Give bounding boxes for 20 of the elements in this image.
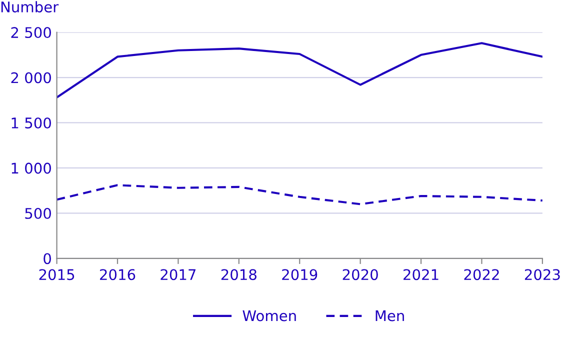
x-tick-label: 2019 xyxy=(282,269,318,280)
y-tick-label: 500 xyxy=(25,208,51,219)
x-tick-label: 2015 xyxy=(39,269,74,280)
x-tick-label: 2018 xyxy=(221,269,256,280)
line-series xyxy=(56,42,542,98)
x-tick-label: 2022 xyxy=(464,269,499,280)
y-tick-label: 2 000 xyxy=(11,72,51,84)
y-axis-title: Number xyxy=(1,1,59,12)
x-tick-label: 2023 xyxy=(524,269,560,280)
legend-label: Men xyxy=(376,310,404,322)
x-tick-label: 2021 xyxy=(404,269,438,280)
x-tick-label: 2016 xyxy=(100,269,136,280)
y-tick-label: 0 xyxy=(44,253,51,264)
y-tick-label: 2 500 xyxy=(11,27,51,38)
line-series xyxy=(56,184,542,206)
x-tick-label: 2017 xyxy=(160,269,196,280)
y-tick-label: 1 000 xyxy=(12,162,51,174)
y-tick-label: 1 500 xyxy=(12,117,51,128)
legend-label: Women xyxy=(242,310,296,322)
x-tick-label: 2020 xyxy=(342,269,378,280)
